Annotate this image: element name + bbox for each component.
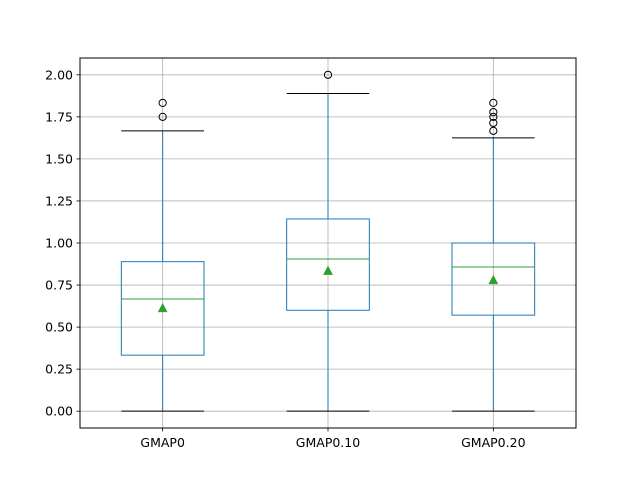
y-tick-label: 1.75 [45,109,73,124]
y-tick-label: 1.00 [45,236,73,251]
x-tick-label: GMAP0.10 [296,435,360,450]
y-axis: 0.00 0.25 0.50 0.75 1.00 1.25 1.50 1.75 2.00 [45,67,80,419]
y-tick-label: 2.00 [45,67,73,82]
x-axis: GMAP0 GMAP0.10 GMAP0.20 [140,428,526,450]
mean-marker [157,302,168,313]
y-tick-label: 1.50 [45,151,73,166]
y-tick-label: 0.00 [45,404,73,419]
outlier-point [489,98,498,108]
box-gmap0-20 [451,98,536,412]
y-tick-label: 0.50 [45,320,73,335]
y-tick-label: 0.75 [45,278,73,293]
mean-marker [488,274,499,285]
box-gmap0 [120,98,205,412]
outlier-point [489,118,498,128]
box-series [120,70,536,412]
outlier-point [489,108,498,117]
y-tick-label: 0.25 [45,362,73,377]
mean-marker [323,265,333,275]
outlier-point [489,112,498,121]
box-gmap0-10 [286,70,370,412]
outlier-point [158,112,167,121]
outlier-point [323,70,333,79]
x-tick-label: GMAP0 [140,435,185,450]
x-tick-label: GMAP0.20 [461,435,525,450]
outlier-point [489,126,498,135]
y-tick-label: 1.25 [45,193,73,208]
outlier-point [158,98,167,108]
